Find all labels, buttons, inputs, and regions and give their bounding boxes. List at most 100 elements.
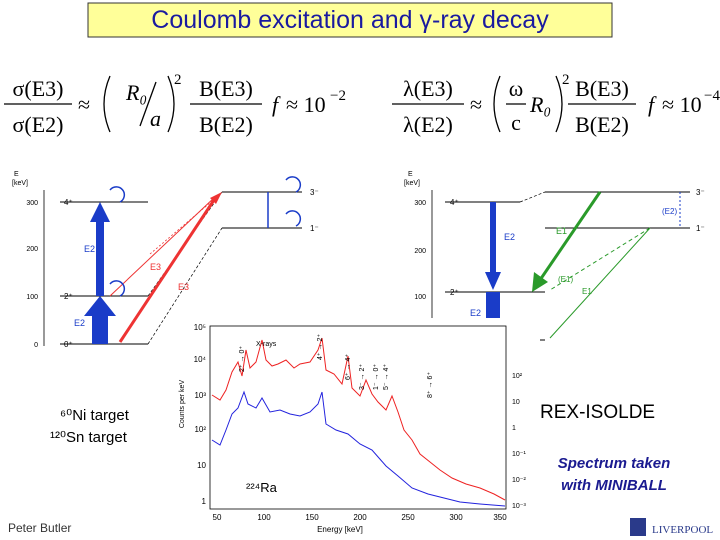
label: 10⁴ [194, 355, 207, 364]
label: ω [509, 76, 523, 101]
label: E2 [470, 308, 481, 318]
label: −4 [704, 88, 720, 104]
label: 50 [213, 513, 222, 522]
label: 300 [414, 200, 426, 207]
label: E1 [582, 287, 592, 296]
label: 100 [26, 294, 38, 301]
shape [175, 318, 540, 536]
label: σ(E2) [13, 112, 64, 137]
shape [493, 75, 563, 133]
label: ≈ 10 [286, 92, 326, 117]
target: ¹²⁰Sn target [50, 429, 128, 446]
shape [485, 202, 501, 290]
label: f [272, 92, 281, 117]
shape [211, 390, 506, 507]
shape [209, 325, 507, 510]
left-level-diagram: E [keV] 300 200 100 0 4⁺ 2⁺ 0⁺ 3⁻ 1⁻ E2 … [12, 171, 319, 349]
label: 8⁺ → 6⁺ [427, 372, 434, 398]
label: 10² [512, 373, 523, 380]
shape [549, 227, 651, 339]
label: Counts per keV [179, 380, 186, 429]
label: 250 [401, 513, 415, 522]
label: 3⁻ [310, 188, 319, 197]
label: 2⁺ [64, 292, 73, 301]
label: 200 [26, 246, 38, 253]
label: 4⁺ [450, 198, 459, 207]
logo-shield [630, 518, 646, 536]
formula-left: σ(E3) σ(E2) ≈ R₀ a 2 B(E3) B(E2) f ≈ 10 … [4, 72, 346, 137]
label: ≈ [78, 92, 90, 117]
label: 5⁻ → 4⁺ [383, 364, 390, 390]
shape [109, 176, 302, 297]
label: E [408, 171, 413, 178]
label: ≈ 10 [662, 92, 702, 117]
label: ≈ [470, 92, 482, 117]
label: [keV] [12, 180, 28, 187]
target: ⁶⁰Ni target [60, 407, 130, 424]
label: f [648, 92, 657, 117]
label: E3 [150, 262, 161, 272]
label: 300 [26, 200, 38, 207]
label: 1 [512, 425, 516, 432]
shape [109, 195, 217, 297]
shape [519, 191, 546, 203]
label: 1⁻ [696, 224, 705, 233]
label: E2 [504, 232, 515, 242]
label: E [14, 171, 19, 178]
shape [139, 81, 157, 127]
shape [211, 337, 506, 501]
label: 10⁻² [512, 477, 526, 484]
label: Energy [keV] [317, 525, 363, 534]
shape [147, 227, 223, 345]
label: 6⁺ → 4⁺ [345, 354, 352, 380]
note: with MINIBALL [561, 477, 667, 494]
label: E3 [178, 282, 189, 292]
label: 10 [512, 399, 520, 406]
label: 1⁻ → 0⁺ [373, 364, 380, 390]
label: 10⁻³ [512, 503, 526, 510]
label: E2 [84, 244, 95, 254]
spectrum-inset: Counts per keV Energy [keV] 50 100 150 2… [175, 318, 540, 536]
label: (E2) [662, 207, 677, 216]
label: 100 [414, 294, 426, 301]
label: 1⁻ [310, 224, 319, 233]
label: B(E2) [575, 112, 629, 137]
label: E2 [74, 318, 85, 328]
label: 200 [353, 513, 367, 522]
shape [149, 195, 219, 255]
label: 2 [562, 72, 570, 88]
label: a [150, 106, 161, 131]
label: [keV] [404, 180, 420, 187]
label: 100 [257, 513, 271, 522]
label: 1 [202, 497, 207, 506]
label: λ(E3) [403, 76, 453, 101]
label: 0 [34, 342, 38, 349]
title-box [87, 2, 613, 38]
facility: REX-ISOLDE [540, 402, 655, 423]
formula-right: λ(E3) λ(E2) ≈ ω c R₀ 2 B(E3) B(E2) f ≈ 1… [392, 72, 720, 137]
label: c [511, 110, 521, 135]
author: Peter Butler [8, 521, 71, 535]
label: ²²⁴Ra [246, 480, 278, 495]
shape [549, 227, 651, 291]
shape [210, 192, 222, 204]
label: 2⁺ [450, 288, 459, 297]
label: −2 [330, 88, 346, 104]
label: 10⁵ [194, 323, 206, 332]
label: 10 [197, 461, 206, 470]
label: 4⁺ → 2⁺ [317, 334, 324, 360]
label: 0⁺ [64, 340, 73, 349]
label: σ(E3) [13, 76, 64, 101]
label: B(E3) [575, 76, 629, 101]
label: 10² [194, 425, 206, 434]
label: B(E2) [199, 112, 253, 137]
shape [538, 191, 602, 281]
title: Coulomb excitation and γ-ray decay [151, 6, 549, 34]
shape [118, 199, 216, 343]
note: Spectrum taken [558, 455, 671, 472]
label: 350 [493, 513, 507, 522]
shape [532, 272, 548, 292]
label: 3⁻ → 2⁺ [359, 364, 366, 390]
label: 2 [174, 72, 182, 88]
